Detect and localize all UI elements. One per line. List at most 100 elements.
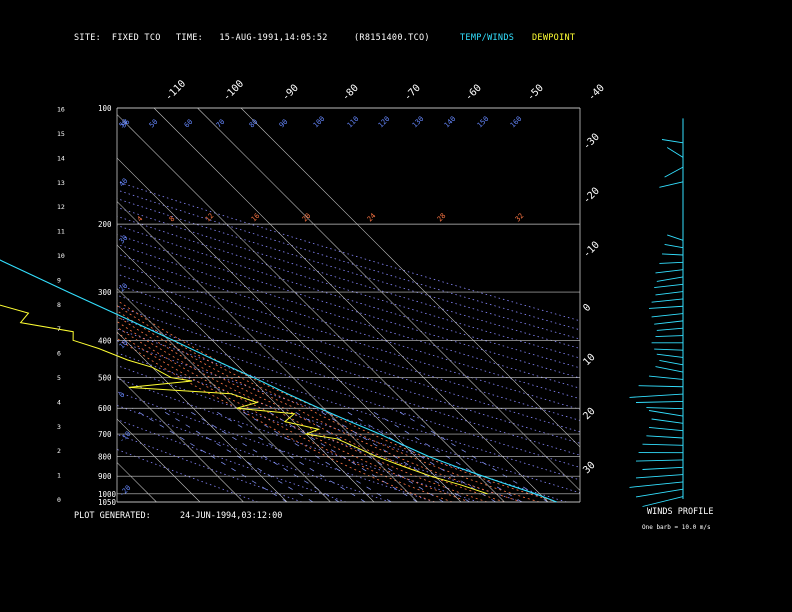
wind-barb — [655, 269, 684, 274]
dry-adiabat-label: 100 — [312, 115, 327, 130]
wind-barb — [654, 283, 684, 289]
dry-adiabat — [117, 419, 347, 502]
pressure-label: 1000 — [98, 490, 117, 499]
pressure-label: 800 — [98, 452, 112, 461]
wind-barb — [659, 359, 684, 366]
wind-barb — [655, 335, 684, 338]
wind-barb — [654, 320, 684, 325]
wind-barb — [648, 426, 684, 432]
pressure-label: 100 — [98, 104, 112, 113]
wind-barb — [648, 305, 684, 309]
wind-barb — [635, 400, 684, 403]
pressure-label: 300 — [98, 288, 112, 297]
isotherm-label-right: 30 — [581, 460, 597, 476]
moist-adiabat — [117, 337, 436, 502]
plot-generated-label: PLOT GENERATED: — [74, 511, 151, 521]
pressure-label: 700 — [98, 430, 112, 439]
dry-adiabat-label-left: 20 — [118, 282, 130, 294]
height-tick-label: 5 — [57, 374, 61, 382]
isotherm-label-top: -110 — [163, 78, 188, 103]
wind-barb — [661, 253, 684, 256]
wind-barb — [664, 243, 684, 249]
isotherm-label-top: -80 — [340, 83, 361, 104]
dry-adiabat — [117, 328, 580, 481]
wind-barb — [664, 166, 684, 178]
wind-barb — [655, 366, 684, 373]
chart-series — [0, 259, 557, 503]
height-tick-label: 2 — [57, 447, 61, 455]
wind-barb — [659, 261, 684, 264]
dry-adiabat — [117, 365, 523, 502]
wind-barb — [629, 481, 684, 488]
isotherm-label-right: 0 — [581, 302, 593, 314]
height-tick-label: 15 — [57, 130, 65, 138]
plot-generated-date: 24-JUN-1994,03:12:00 — [180, 511, 283, 521]
wind-barb — [648, 375, 684, 380]
isotherm — [117, 418, 201, 502]
dry-adiabat-label-left: 30 — [118, 234, 130, 246]
dry-adiabat — [117, 377, 479, 502]
height-tick-label: 6 — [57, 350, 61, 358]
moist-adiabat — [117, 315, 505, 502]
moist-adiabat-label: 32 — [514, 212, 526, 224]
mixing-ratio-line — [132, 407, 288, 502]
wind-barb — [642, 466, 684, 470]
file-label: (R8151400.TCO) — [354, 33, 430, 43]
chart-labels: 1002003004005006007008009001000105001234… — [57, 78, 607, 507]
isotherm-label-top: -50 — [525, 83, 546, 104]
dry-adiabat-label-left: 0 — [118, 391, 127, 400]
dewpoint-line — [0, 304, 488, 495]
wind-barb — [629, 393, 684, 398]
time-label: TIME: 15-AUG-1991,14:05:52 — [176, 33, 328, 43]
height-tick-label: 9 — [57, 276, 61, 284]
wind-barb — [642, 496, 684, 507]
moist-adiabat-label: 16 — [250, 212, 262, 224]
wind-barb — [651, 418, 684, 424]
height-tick-label: 0 — [57, 496, 61, 504]
isotherm-label-top: -60 — [463, 83, 484, 104]
moist-adiabat-label: 4 — [136, 215, 145, 224]
dry-adiabat-label: 50 — [148, 118, 160, 130]
site-label: SITE: FIXED TCO — [74, 33, 161, 43]
wind-barb — [656, 276, 684, 282]
pressure-label: 400 — [98, 336, 112, 345]
dry-adiabat-label-left: 10 — [118, 339, 130, 351]
legend-temp-winds: TEMP/WINDS — [460, 33, 515, 43]
temperature-line — [0, 259, 557, 503]
dry-adiabat-label: 56 — [120, 118, 132, 130]
isotherm-label-right: -30 — [581, 132, 602, 153]
dry-adiabat — [117, 391, 435, 502]
isotherm — [117, 462, 157, 502]
wind-barb — [654, 348, 684, 351]
wind-barb — [638, 385, 684, 388]
height-tick-label: 12 — [57, 203, 65, 211]
moist-adiabat-label: 20 — [301, 212, 313, 224]
wind-barb — [651, 313, 684, 318]
moist-adiabat — [117, 305, 540, 502]
moist-adiabat-label: 8 — [168, 215, 177, 224]
dry-adiabat-label-left: 40 — [118, 177, 130, 189]
height-tick-label: 13 — [57, 179, 65, 187]
height-tick-label: 10 — [57, 252, 65, 260]
plot-area — [117, 108, 580, 502]
isotherm-label-right: 10 — [581, 352, 597, 368]
pressure-label: 600 — [98, 404, 112, 413]
isotherm — [117, 331, 288, 502]
moist-adiabat-label: 28 — [436, 212, 448, 224]
isotherm-label-top: -70 — [402, 83, 423, 104]
height-tick-label: 8 — [57, 301, 61, 309]
moist-adiabat-label: 12 — [204, 212, 216, 224]
isotherm — [117, 157, 462, 502]
dry-adiabat — [117, 253, 580, 400]
pressure-label: 900 — [98, 472, 112, 481]
dry-adiabat — [117, 340, 580, 494]
dry-adiabat — [117, 215, 580, 359]
dry-adiabat — [117, 181, 580, 322]
dry-adiabat-label: 110 — [346, 115, 361, 130]
dry-adiabat — [117, 243, 580, 389]
isotherm — [117, 288, 331, 502]
wind-barb — [646, 435, 684, 439]
height-tick-label: 3 — [57, 423, 61, 431]
dry-adiabat-label: 130 — [411, 115, 426, 130]
isotherm — [117, 375, 244, 502]
